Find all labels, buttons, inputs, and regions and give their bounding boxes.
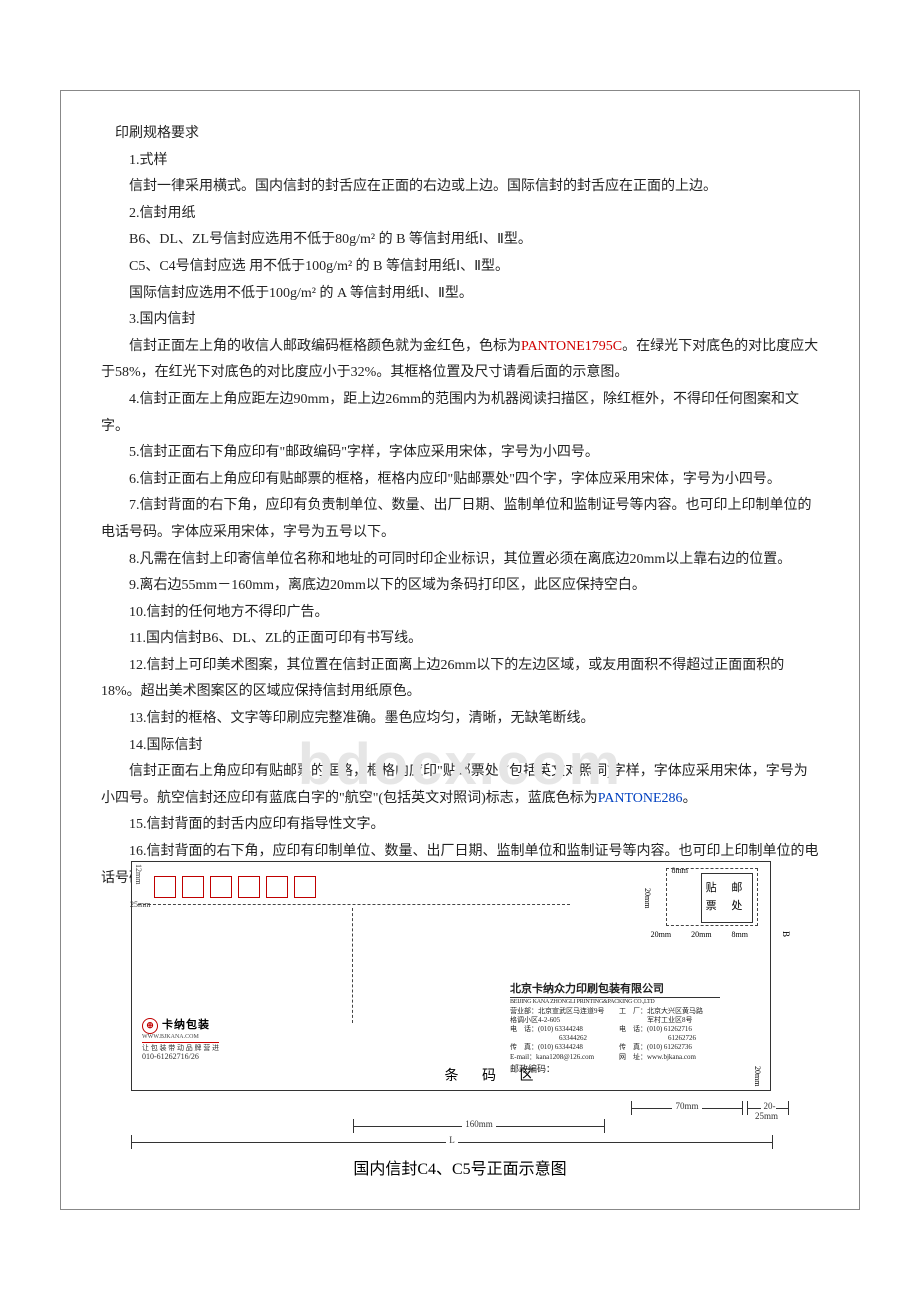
dim-B: B [781, 931, 791, 937]
spec-line: 8.凡需在信封上印寄信单位名称和地址的可同时印企业标识，其位置必须在离底边20m… [101, 547, 819, 574]
postcode-boxes [154, 876, 316, 898]
logo-icon: ⊕ [142, 1018, 158, 1034]
spec-line: 信封正面右上角应印有贴邮票的框格，框格内应印"贴邮票处"(包括英文对照词)字样，… [101, 759, 819, 812]
spec-line: 6.信封正面右上角应印有贴邮票的框格，框格内应印"贴邮票处"四个字，字体应采用宋… [101, 467, 819, 494]
company-en: BEIJING KANA ZHONGLI PRINTING&PACKING CO… [510, 999, 720, 1007]
dim-20-25mm: 20-25mm [747, 1101, 789, 1115]
stamp-l2: 票 处 [706, 898, 749, 916]
spec-line: 2.信封用纸 [101, 201, 819, 228]
stamp-8b: 8mm [732, 930, 748, 939]
logo-slogan: 让 包 装 带 动 品 牌 营 进 [142, 1042, 219, 1052]
stamp-20b: 20mm [691, 930, 711, 939]
dim-12mm: 12mm [134, 864, 143, 884]
barcode-zone: 条 码 区 [354, 1064, 634, 1086]
diagram-caption: 国内信封C4、C5号正面示意图 [61, 1155, 859, 1179]
spec-line: B6、DL、ZL号信封应选用不低于80g/m² 的 B 等信封用纸Ⅰ、Ⅱ型。 [101, 227, 819, 254]
company-left: 营业部：北京宣武区马连道9号格调小区4-2-605电 话：(010) 63344… [510, 1007, 611, 1062]
stamp-area: 8mm 20mm 贴 邮 票 处 20mm 20mm 8mm [666, 868, 758, 926]
logo-block: ⊕ 卡纳包装 WWW.BJKANA.COM 让 包 装 带 动 品 牌 营 进 … [142, 1018, 219, 1062]
spec-line: 14.国际信封 [101, 733, 819, 760]
spec-line: 7.信封背面的右下角，应印有负责制单位、数量、出厂日期、监制单位和监制证号等内容… [101, 493, 819, 546]
spec-line: 11.国内信封B6、DL、ZL的正面可印有书写线。 [101, 626, 819, 653]
spec-line: 4.信封正面左上角应距左边90mm，距上边26mm的范围内为机器阅读扫描区，除红… [101, 387, 819, 440]
spec-line: 10.信封的任何地方不得印广告。 [101, 600, 819, 627]
spec-line: 信封一律采用横式。国内信封的封舌应在正面的右边或上边。国际信封的封舌应在正面的上… [101, 174, 819, 201]
logo-url: WWW.BJKANA.COM [142, 1034, 219, 1041]
heading: 印刷规格要求 [101, 121, 819, 148]
spec-line: 国际信封应选用不低于100g/m² 的 A 等信封用纸Ⅰ、Ⅱ型。 [101, 281, 819, 308]
company-right: 工 厂：北京大兴区黄马路 军村工业区8号电 话：(010) 61262716 6… [619, 1007, 720, 1062]
dim-160mm: 160mm [353, 1119, 605, 1133]
company-block: 北京卡纳众力印刷包装有限公司 BEIJING KANA ZHONGLI PRIN… [510, 982, 720, 1075]
logo-brand: 卡纳包装 [162, 1019, 210, 1032]
spec-text: 印刷规格要求 1.式样信封一律采用横式。国内信封的封舌应在正面的右边或上边。国际… [101, 121, 819, 892]
spec-line: 9.离右边55mm－160mm，离底边20mm以下的区域为条码打印区，此区应保持… [101, 573, 819, 600]
spec-line: C5、C4号信封应选 用不低于100g/m² 的 B 等信封用纸Ⅰ、Ⅱ型。 [101, 254, 819, 281]
logo-tel: 010-61262716/26 [142, 1052, 219, 1062]
spec-line: 1.式样 [101, 148, 819, 175]
stamp-l1: 贴 邮 [706, 880, 749, 898]
spec-line: 15.信封背面的封舌内应印有指导性文字。 [101, 812, 819, 839]
spec-line: 13.信封的框格、文字等印刷应完整准确。墨色应均匀，清晰，无缺笔断线。 [101, 706, 819, 733]
spec-line: 3.国内信封 [101, 307, 819, 334]
envelope-diagram: 12mm 25mm 8mm 20mm 贴 邮 票 处 [101, 851, 819, 1161]
dim-70mm: 70mm [631, 1101, 743, 1115]
spec-line: 12.信封上可印美术图案，其位置在信封正面离上边26mm以下的左边区域，或友用面… [101, 653, 819, 706]
company-title: 北京卡纳众力印刷包装有限公司 [510, 982, 720, 998]
spec-line: 5.信封正面右下角应印有"邮政编码"字样，字体应采用宋体，字号为小四号。 [101, 440, 819, 467]
stamp-20a: 20mm [651, 930, 671, 939]
spec-line: 信封正面左上角的收信人邮政编码框格颜色就为金红色，色标为PANTONE1795C… [101, 334, 819, 387]
dim-20mm-right: 20mm [753, 1066, 762, 1086]
dim-20mm-v: 20mm [643, 888, 652, 908]
dim-L: L [131, 1135, 773, 1149]
